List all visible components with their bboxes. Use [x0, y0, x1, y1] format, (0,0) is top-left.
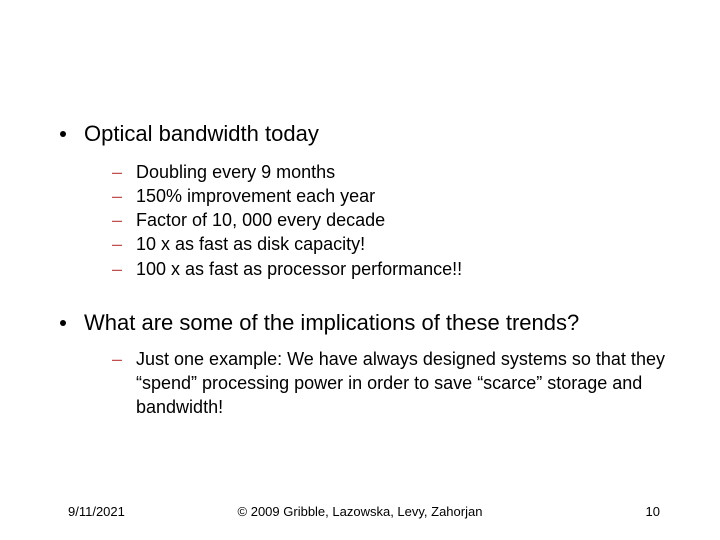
dash-icon: – — [112, 257, 122, 281]
footer-copyright: © 2009 Gribble, Lazowska, Levy, Zahorjan — [0, 504, 720, 519]
sub-item: – 150% improvement each year — [112, 184, 720, 208]
bullet-1-text: Optical bandwidth today — [84, 120, 319, 148]
dash-icon: – — [112, 184, 122, 208]
sub-item: – 100 x as fast as processor performance… — [112, 257, 720, 281]
sub-item-text: Just one example: We have always designe… — [136, 348, 670, 419]
sub-item: – 10 x as fast as disk capacity! — [112, 232, 720, 256]
bullet-1: Optical bandwidth today — [60, 120, 720, 148]
sub-item-text: 150% improvement each year — [136, 184, 375, 208]
sub-item: – Doubling every 9 months — [112, 160, 720, 184]
bullet-2: What are some of the implications of the… — [60, 309, 720, 337]
dash-icon: – — [112, 232, 122, 256]
sub-item-text: 100 x as fast as processor performance!! — [136, 257, 462, 281]
bullet-2-text: What are some of the implications of the… — [84, 309, 579, 337]
sub-item: – Factor of 10, 000 every decade — [112, 208, 720, 232]
sub-item-text: Factor of 10, 000 every decade — [136, 208, 385, 232]
sub-item: – Just one example: We have always desig… — [112, 348, 670, 419]
dash-icon: – — [112, 208, 122, 232]
bullet-2-sublist: – Just one example: We have always desig… — [112, 348, 670, 419]
bullet-1-sublist: – Doubling every 9 months – 150% improve… — [112, 160, 720, 281]
dash-icon: – — [112, 348, 122, 372]
sub-item-text: Doubling every 9 months — [136, 160, 335, 184]
bullet-dot-icon — [60, 131, 66, 137]
slide: Optical bandwidth today – Doubling every… — [0, 0, 720, 540]
footer-page-number: 10 — [646, 504, 660, 519]
bullet-dot-icon — [60, 320, 66, 326]
dash-icon: – — [112, 160, 122, 184]
sub-item-text: 10 x as fast as disk capacity! — [136, 232, 365, 256]
